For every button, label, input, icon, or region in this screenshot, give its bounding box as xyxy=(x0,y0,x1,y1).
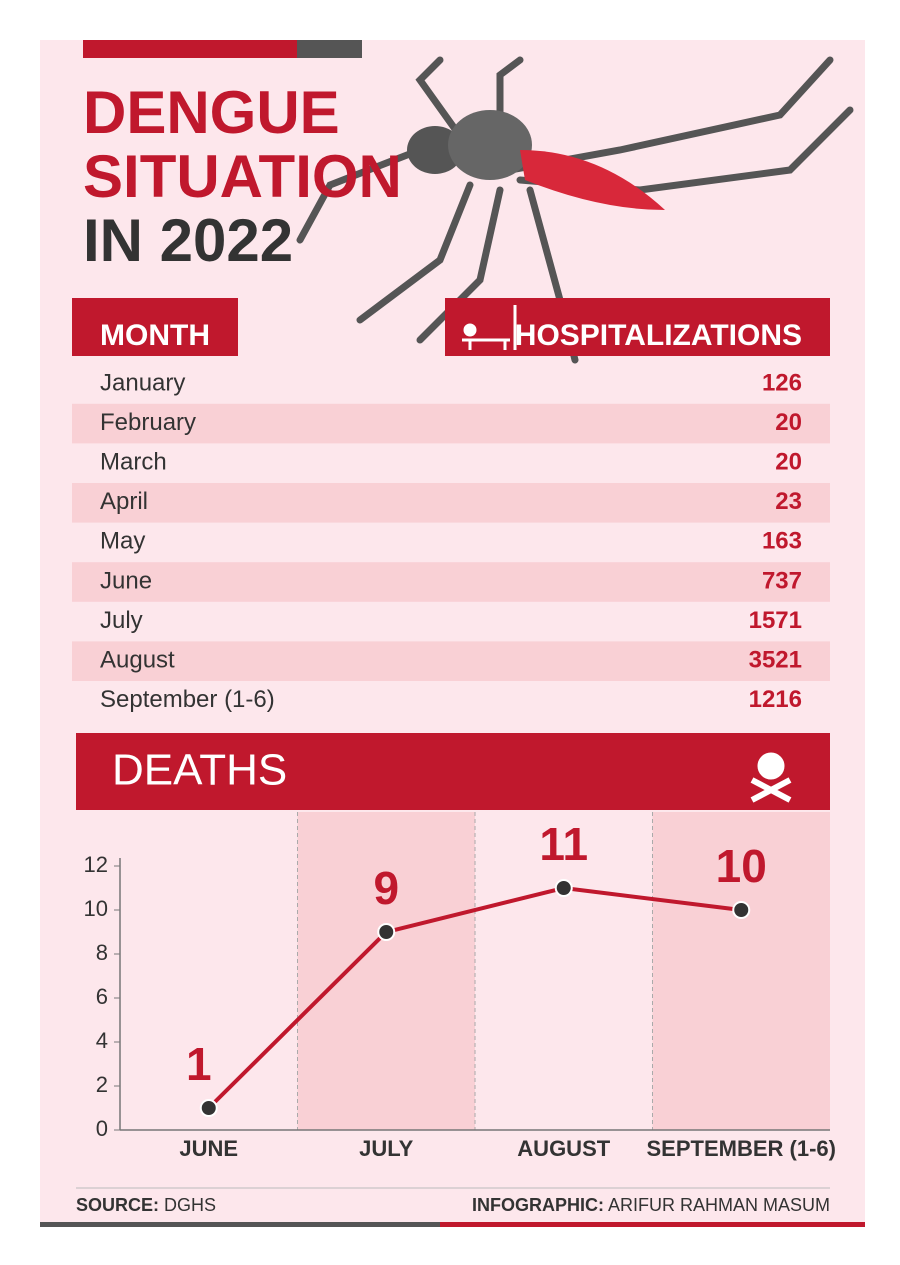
point xyxy=(732,901,751,919)
month: July xyxy=(100,607,143,634)
value-label: 9 xyxy=(373,862,399,914)
line xyxy=(207,885,742,1110)
x-tick-label: JUNE xyxy=(179,1136,238,1161)
column-header-bg xyxy=(72,298,238,356)
hospitalizations: 23 xyxy=(775,488,802,515)
hospitalizations: 163 xyxy=(762,528,802,555)
y-tick-label: 8 xyxy=(96,940,108,965)
y-tick-label: 6 xyxy=(96,984,108,1009)
x-tick-label: AUGUST xyxy=(517,1136,610,1161)
month: September (1-6) xyxy=(100,686,275,713)
hospitalizations: 1216 xyxy=(749,686,802,713)
y-tick-label: 10 xyxy=(84,896,108,921)
title-line: IN 2022 xyxy=(83,207,293,274)
credit: ARIFUR RAHMAN MASUM xyxy=(608,1195,830,1215)
bottom-bar xyxy=(440,1222,865,1227)
hospitalizations: 1571 xyxy=(749,607,802,634)
row-band xyxy=(72,641,830,681)
x-tick-label: SEPTEMBER (1-6) xyxy=(647,1136,836,1161)
y-tick-label: 4 xyxy=(96,1028,108,1053)
y-tick-label: 0 xyxy=(96,1116,108,1141)
skull-icon xyxy=(750,752,792,803)
month: January xyxy=(100,369,185,396)
point xyxy=(554,879,573,897)
row-band xyxy=(72,562,830,602)
top-bar xyxy=(297,40,362,58)
title-line: DENGUE xyxy=(83,79,340,146)
mosquito-illustration xyxy=(296,56,854,364)
source: DGHS xyxy=(164,1195,216,1215)
point xyxy=(199,1099,218,1117)
row-band xyxy=(72,483,830,523)
credit-label: INFOGRAPHIC: xyxy=(472,1195,604,1215)
hospitalizations: 20 xyxy=(775,449,802,476)
source-label: SOURCE: xyxy=(76,1195,159,1215)
month: April xyxy=(100,488,148,515)
month: March xyxy=(100,449,167,476)
y-tick-label: 2 xyxy=(96,1072,108,1097)
month: February xyxy=(100,409,196,436)
value-label: 11 xyxy=(539,818,588,870)
top-bar xyxy=(83,40,297,58)
footer-credit: INFOGRAPHIC: ARIFUR RAHMAN MASUM xyxy=(472,1195,830,1215)
footer-source: SOURCE: DGHS xyxy=(76,1195,216,1215)
month: August xyxy=(100,647,175,674)
hospitalizations: 126 xyxy=(762,369,802,396)
month: May xyxy=(100,528,145,555)
chart-title: DEATHS xyxy=(112,746,287,795)
bed-icon xyxy=(462,305,517,350)
column-header: HOSPITALIZATIONS xyxy=(515,319,802,352)
value-label: 10 xyxy=(716,840,767,892)
hospitalizations: 3521 xyxy=(749,647,802,674)
hospitalizations: 20 xyxy=(775,409,802,436)
hospitalizations: 737 xyxy=(762,567,802,594)
point xyxy=(377,923,396,941)
column-header: MONTH xyxy=(100,319,210,352)
value-label: 1 xyxy=(186,1038,212,1090)
deaths-banner xyxy=(76,733,830,810)
y-tick-label: 12 xyxy=(84,852,108,877)
category-band xyxy=(652,812,830,1130)
category-band xyxy=(297,812,475,1130)
title-line: SITUATION xyxy=(83,143,402,210)
x-tick-label: JULY xyxy=(359,1136,414,1161)
row-band xyxy=(72,403,830,444)
bottom-bar xyxy=(40,1222,440,1227)
column-header-bg xyxy=(445,298,830,356)
month: June xyxy=(100,567,152,594)
